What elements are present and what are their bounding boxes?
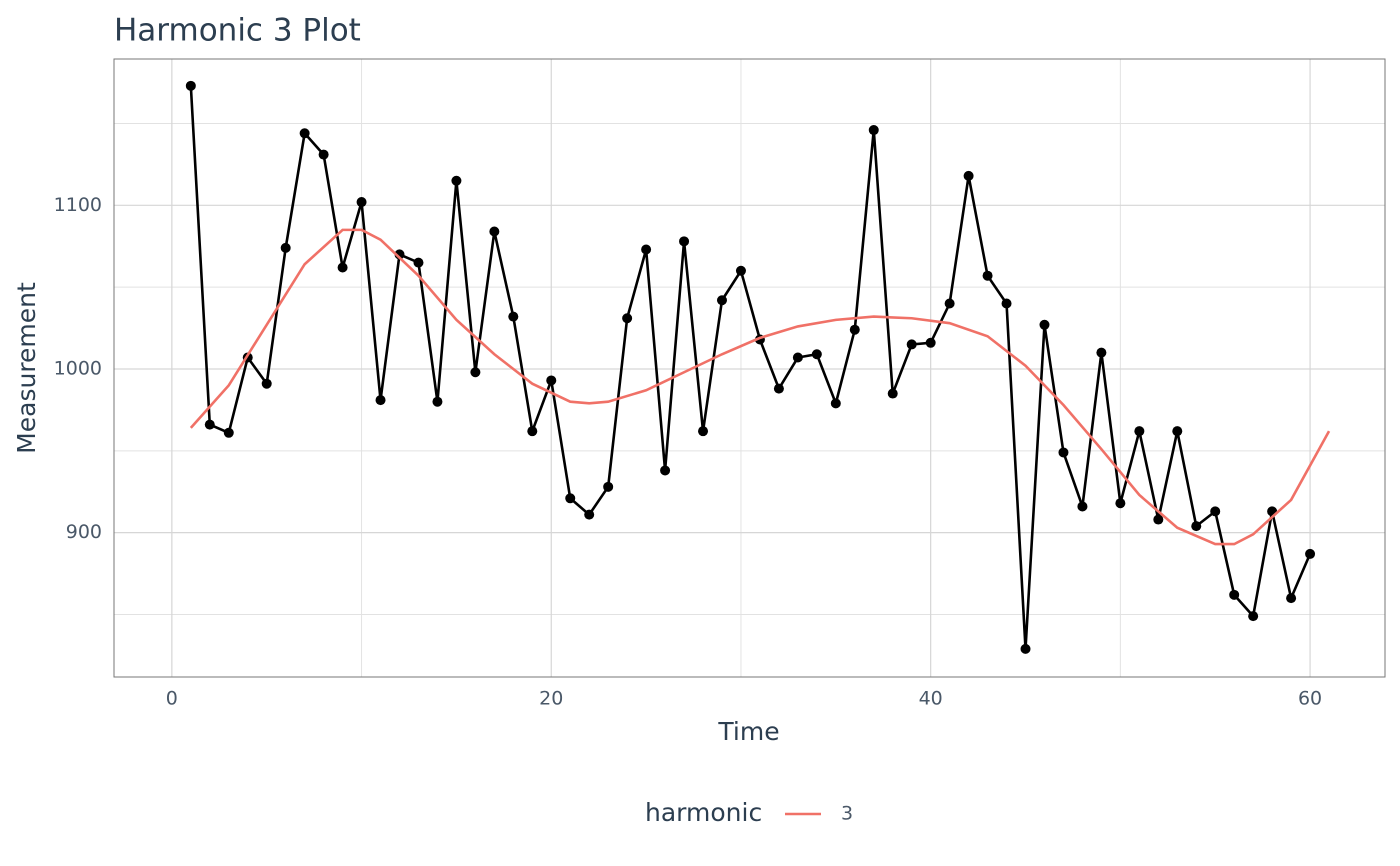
data-point (1286, 593, 1297, 604)
data-point (849, 324, 860, 335)
data-point (413, 257, 424, 268)
x-tick-label: 0 (166, 688, 178, 710)
data-point (830, 398, 841, 409)
data-point (603, 481, 614, 492)
y-axis-title: Measurement (12, 282, 41, 454)
data-point (261, 378, 272, 389)
data-point (1115, 498, 1126, 509)
data-point (1077, 501, 1088, 512)
y-tick-label: 900 (66, 521, 102, 543)
data-point (792, 352, 803, 363)
data-point (1001, 298, 1012, 309)
data-point (622, 313, 633, 324)
legend-label: 3 (841, 803, 853, 825)
data-point (906, 339, 917, 350)
data-point (1134, 426, 1145, 437)
data-point (1096, 347, 1107, 358)
data-point (982, 270, 993, 281)
data-point (1172, 426, 1183, 437)
data-point (1305, 548, 1316, 559)
data-point (1229, 589, 1240, 600)
data-point (527, 426, 538, 437)
data-point (1210, 506, 1221, 517)
plot-border (113, 58, 1386, 678)
data-point (925, 337, 936, 348)
data-point (735, 265, 746, 276)
y-tick-label: 1100 (54, 194, 102, 216)
data-point (1153, 514, 1164, 525)
data-point (204, 419, 215, 430)
y-tick-label: 1000 (54, 357, 102, 379)
chart-title: Harmonic 3 Plot (114, 13, 361, 49)
data-point (375, 395, 386, 406)
data-point (546, 375, 557, 386)
data-point (508, 311, 519, 322)
data-point (318, 149, 329, 160)
data-point (299, 128, 310, 139)
data-point (944, 298, 955, 309)
data-point (1058, 447, 1069, 458)
data-point (963, 170, 974, 181)
data-point (716, 295, 727, 306)
data-point (679, 236, 690, 247)
data-point (451, 175, 462, 186)
data-point (565, 493, 576, 504)
data-point (489, 226, 500, 237)
data-point (1039, 319, 1050, 330)
x-tick-label: 20 (539, 688, 563, 710)
x-axis-title: Time (717, 717, 779, 746)
data-point (432, 396, 443, 407)
data-point (1191, 521, 1202, 532)
data-point (337, 262, 348, 273)
legend-title: harmonic (645, 798, 762, 827)
data-point (641, 244, 652, 255)
data-point (1248, 611, 1259, 622)
data-point (185, 80, 196, 91)
data-point (280, 242, 291, 253)
data-point (584, 509, 595, 520)
data-point (811, 349, 822, 360)
x-tick-label: 60 (1298, 688, 1322, 710)
data-point (1020, 643, 1031, 654)
data-point (773, 383, 784, 394)
data-point (470, 367, 481, 378)
data-point (660, 465, 671, 476)
data-point (223, 427, 234, 438)
series-line (189, 85, 1312, 649)
data-point (868, 125, 879, 136)
series-line (189, 228, 1331, 546)
x-tick-label: 40 (919, 688, 943, 710)
data-point (887, 388, 898, 399)
data-point (698, 426, 709, 437)
data-point (356, 197, 367, 208)
